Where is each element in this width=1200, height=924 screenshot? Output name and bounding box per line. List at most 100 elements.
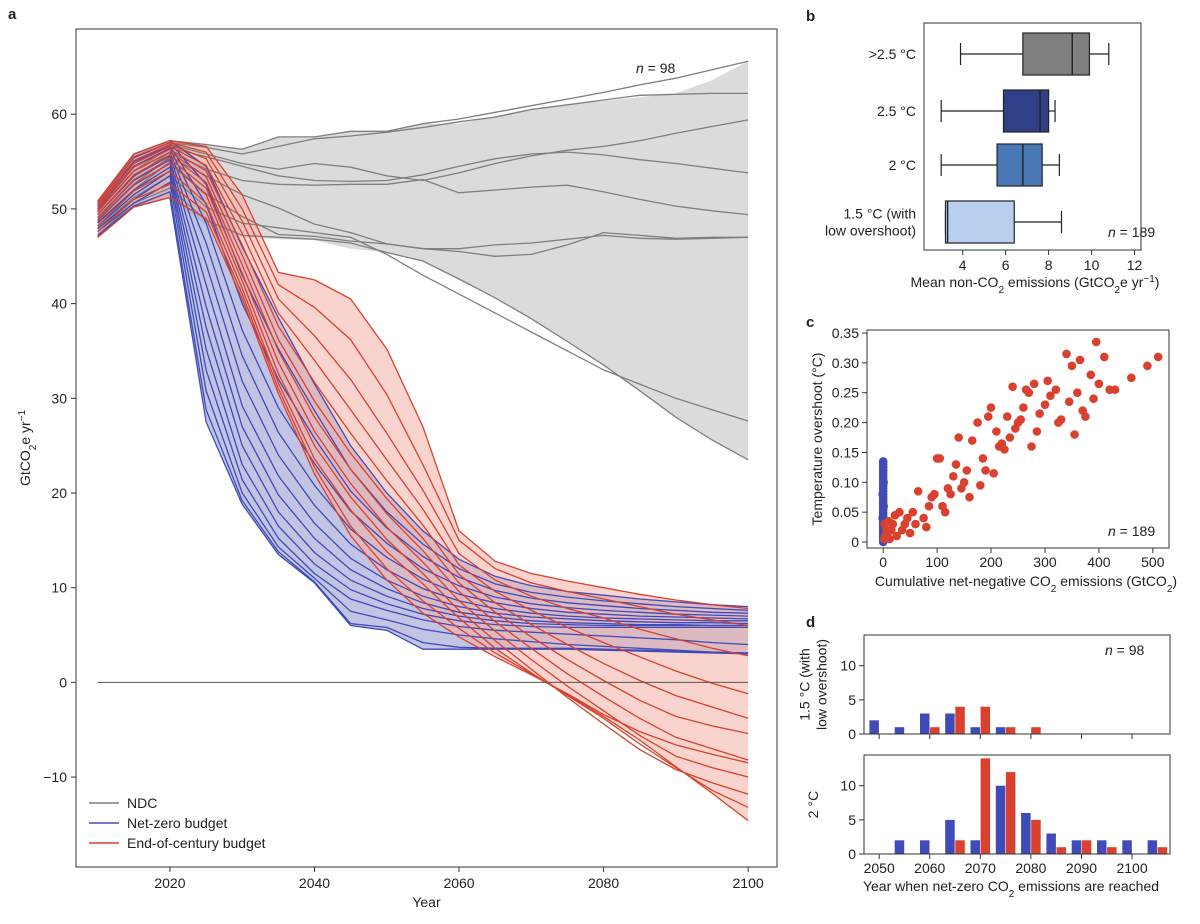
x-axis-label: Cumulative net-negative CO2 emissions (G…	[875, 573, 1177, 595]
text-span: = 98	[644, 60, 676, 76]
bar-net-zero	[970, 840, 980, 854]
scatter-point-end-of-century	[986, 403, 996, 412]
x-tick-label: 2060	[914, 860, 945, 876]
scatter-point-end-of-century	[935, 454, 945, 463]
series-line-ndc	[97, 146, 749, 212]
x-tick-label: 10	[1084, 257, 1100, 273]
bar-net-zero	[869, 720, 879, 734]
series-line-net-zero-budget	[97, 166, 749, 627]
scatter-point-end-of-century	[962, 466, 972, 475]
scatter-point-end-of-century	[1064, 397, 1074, 407]
text-span: = 189	[1116, 523, 1156, 539]
series-line-net-zero-budget	[97, 169, 749, 629]
text-span: )	[1172, 573, 1177, 589]
y-tick-label: 0.05	[832, 504, 859, 520]
scatter-point-end-of-century	[959, 478, 969, 487]
scatter-point-end-of-century	[1035, 409, 1044, 418]
n-annotation: n = 98	[1105, 642, 1145, 658]
scatter-point-end-of-century	[1100, 352, 1109, 362]
n-annotation: n = 98	[636, 60, 676, 76]
category-label: 2.5 °C	[877, 103, 916, 119]
scatter-point-end-of-century	[895, 507, 904, 517]
x-tick-label: 2070	[965, 860, 996, 876]
scatter-point-end-of-century	[1019, 403, 1028, 412]
scatter-point-end-of-century	[1062, 349, 1071, 359]
text-span: 2	[1114, 285, 1120, 296]
series-line-end-of-century-budget	[97, 162, 749, 795]
scatter-point-end-of-century	[905, 528, 915, 538]
bar-net-zero	[945, 713, 955, 734]
x-tick-label: 500	[1141, 554, 1165, 570]
x-tick-label: 4	[959, 257, 967, 273]
text-span: e yr	[17, 421, 33, 445]
y-tick-label: 50	[51, 201, 67, 217]
series-line-ndc	[97, 119, 749, 208]
series-line-end-of-century-budget	[97, 196, 749, 764]
scatter-point-end-of-century	[1091, 337, 1101, 347]
scatter-point-end-of-century	[984, 412, 993, 421]
bar-end-of-century	[1005, 727, 1016, 734]
x-tick-label: 12	[1127, 257, 1143, 273]
x-tick-label: 2020	[154, 875, 185, 891]
scatter-point-end-of-century	[903, 513, 912, 523]
bar-end-of-century	[1157, 847, 1168, 854]
series-line-net-zero-budget	[97, 162, 749, 627]
n-annotation: n = 189	[1108, 523, 1155, 539]
scatter-point-end-of-century	[976, 481, 985, 490]
series-line-net-zero-budget	[97, 191, 749, 654]
series-line-ndc	[97, 160, 749, 257]
y-tick-label: 0.20	[832, 415, 859, 431]
x-tick-label: 2100	[733, 875, 764, 891]
scatter-point-end-of-century	[965, 492, 974, 502]
scatter-point-end-of-century	[1046, 391, 1055, 401]
text-span: 2	[1009, 889, 1015, 900]
text-span: −1	[1143, 274, 1155, 285]
panel-a-frame	[75, 28, 778, 868]
panel-d-frame-2	[863, 754, 1171, 855]
scatter-point-net-zero	[879, 478, 888, 487]
bar-end-of-century	[980, 706, 991, 734]
scatter-point-end-of-century	[1067, 361, 1077, 371]
scatter-point-end-of-century	[1016, 415, 1025, 424]
bar-net-zero	[894, 840, 905, 854]
scatter-point-end-of-century	[1032, 427, 1042, 436]
scatter-point-end-of-century	[924, 501, 934, 511]
box-iqr	[944, 200, 1015, 244]
series-line-end-of-century-budget	[97, 143, 749, 657]
text-span: Year when net-zero CO	[863, 878, 1009, 894]
x-tick-label: 200	[979, 554, 1003, 570]
bar-end-of-century	[930, 727, 940, 734]
panel-d-net-zero-year-histogram: 0 5 10 1.5 °C (with low overshoot) 0 5 10 2050 20…	[797, 634, 1171, 900]
x-tick-label: 400	[1087, 554, 1111, 570]
text-span: n	[636, 60, 644, 76]
scatter-point-end-of-century	[1081, 412, 1090, 421]
text-span: 2	[998, 285, 1004, 296]
series-line-end-of-century-budget	[97, 148, 749, 719]
x-tick-label: 2080	[1015, 860, 1046, 876]
x-tick-label: 2060	[443, 875, 474, 891]
text-span: = 189	[1116, 224, 1156, 240]
box-iqr	[996, 143, 1043, 187]
scatter-point-end-of-century	[1143, 361, 1152, 371]
y-tick-label: 0	[851, 534, 859, 550]
bar-end-of-century	[1005, 772, 1016, 854]
series-line-net-zero-budget	[97, 147, 749, 617]
scatter-point-end-of-century	[954, 433, 963, 442]
legend-label: End-of-century budget	[127, 835, 266, 851]
scatter-point-end-of-century	[919, 513, 928, 523]
x-tick-label: 2050	[864, 860, 895, 876]
y-tick-label: 5	[848, 812, 856, 828]
series-line-net-zero-budget	[97, 196, 749, 655]
series-line-end-of-century-budget	[97, 154, 749, 761]
x-tick-label: 300	[1033, 554, 1057, 570]
y-tick-label: 0.35	[832, 325, 859, 341]
text-span: n	[1105, 642, 1113, 658]
y-tick-label: 0	[848, 726, 856, 742]
scatter-point-end-of-century	[888, 519, 898, 529]
category-label: 1.5 °C (with	[843, 206, 916, 222]
text-span: 2	[28, 444, 39, 450]
y-tick-label: 0.10	[832, 474, 859, 490]
series-line-net-zero-budget	[97, 181, 749, 654]
bar-end-of-century	[955, 706, 965, 734]
panel-d-frame-1	[863, 634, 1171, 735]
